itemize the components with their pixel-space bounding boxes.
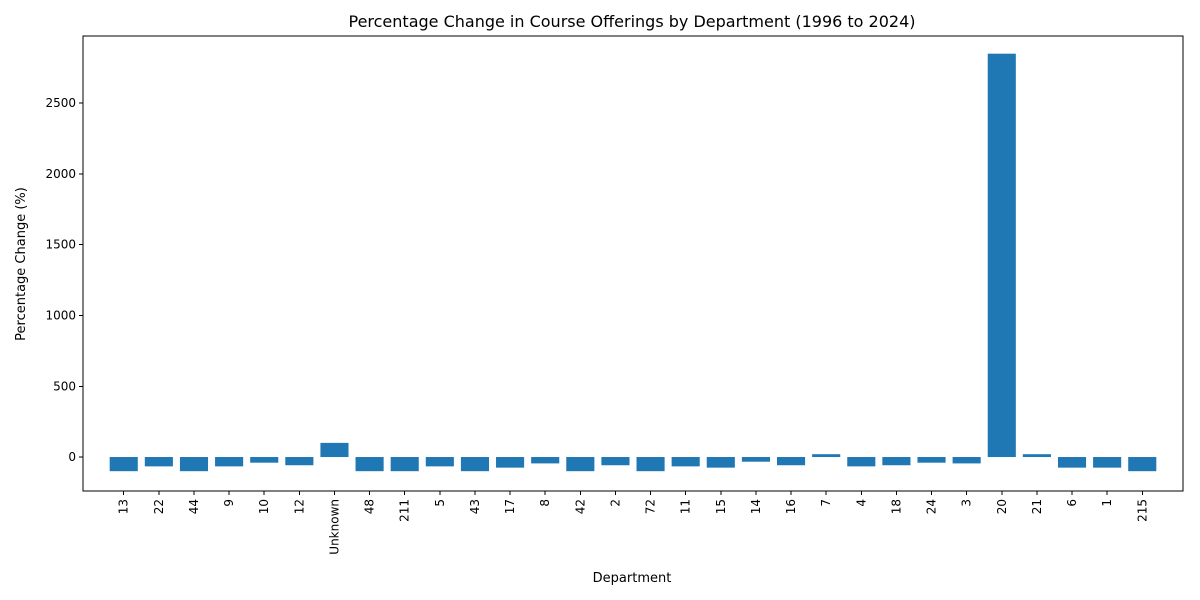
y-tick-label: 2000 [45, 167, 76, 181]
bar-7 [812, 454, 841, 458]
x-tick-label: 24 [925, 499, 939, 514]
x-tick-label: 211 [398, 499, 412, 522]
y-tick-label: 0 [68, 450, 76, 464]
y-tick-label: 2500 [45, 96, 76, 110]
bar-10 [250, 457, 279, 463]
y-axis-label: Percentage Change (%) [14, 187, 29, 341]
x-tick-label: 8 [538, 499, 552, 507]
bar-15 [706, 457, 735, 468]
bar-42 [566, 457, 595, 472]
x-tick-label: 10 [257, 499, 271, 514]
x-tick-label: 14 [749, 499, 763, 514]
bar-24 [917, 457, 946, 463]
bar-12 [285, 457, 314, 466]
bar-43 [460, 457, 490, 472]
x-tick-label: 4 [854, 499, 868, 507]
x-tick-label: 2 [608, 499, 622, 507]
x-axis-ticks: 13 22 44 9 10 12 Unknown 48 211 5 43 17 8 42 2 72 11 15 14… [117, 491, 1149, 555]
x-tick-label: 17 [503, 499, 517, 514]
bar-6 [1057, 457, 1087, 468]
bar-1 [1093, 457, 1122, 468]
x-tick-label: 5 [433, 499, 447, 507]
x-tick-label: Unknown [327, 499, 341, 555]
bar-18 [882, 457, 911, 466]
bar-5 [425, 457, 454, 467]
bar-20 [987, 53, 1016, 458]
x-tick-label: 42 [573, 499, 587, 514]
bar-22 [144, 457, 173, 467]
bar-17 [496, 457, 525, 468]
bar-9 [215, 457, 244, 467]
x-tick-label: 9 [222, 499, 236, 507]
bar-72 [636, 457, 665, 472]
bar-4 [847, 457, 876, 467]
bar-13 [109, 457, 138, 472]
plot-area [82, 35, 1184, 492]
plot-frame [82, 35, 1184, 492]
x-tick-label: 16 [784, 499, 798, 514]
x-tick-label: 15 [714, 499, 728, 514]
x-tick-label: 7 [819, 499, 833, 507]
bar-44 [179, 457, 209, 472]
x-tick-label: 3 [960, 499, 974, 507]
bar-211 [390, 457, 419, 472]
x-tick-label: 43 [468, 499, 482, 514]
bar-Unknown [320, 442, 349, 458]
x-tick-label: 48 [363, 499, 377, 514]
bar-3 [952, 457, 981, 464]
x-tick-label: 1 [1100, 499, 1114, 507]
x-tick-label: 11 [679, 499, 693, 514]
x-tick-label: 72 [644, 499, 658, 514]
bar-215 [1128, 457, 1157, 472]
x-tick-label: 20 [995, 499, 1009, 514]
bar-8 [531, 457, 560, 464]
bar-14 [741, 457, 770, 462]
x-tick-label: 13 [117, 499, 131, 514]
bar-48 [355, 457, 384, 472]
bar-11 [671, 457, 700, 467]
x-tick-label: 44 [187, 499, 201, 514]
x-tick-label: 18 [889, 499, 903, 514]
bar-21 [1022, 454, 1051, 458]
y-tick-label: 500 [53, 379, 76, 393]
y-tick-label: 1000 [45, 309, 76, 323]
x-tick-label: 21 [1030, 499, 1044, 514]
x-tick-label: 215 [1135, 499, 1149, 522]
bar-2 [601, 457, 630, 466]
x-tick-label: 12 [292, 499, 306, 514]
bar-16 [777, 457, 806, 466]
y-axis-ticks: 0 500 1000 1500 2000 2500 [45, 96, 83, 464]
x-tick-label: 6 [1065, 499, 1079, 507]
x-tick-label: 22 [152, 499, 166, 514]
chart-title: Percentage Change in Course Offerings by… [348, 12, 915, 31]
y-tick-label: 1500 [45, 238, 76, 252]
x-axis-label: Department [593, 571, 672, 586]
bars [109, 53, 1157, 472]
